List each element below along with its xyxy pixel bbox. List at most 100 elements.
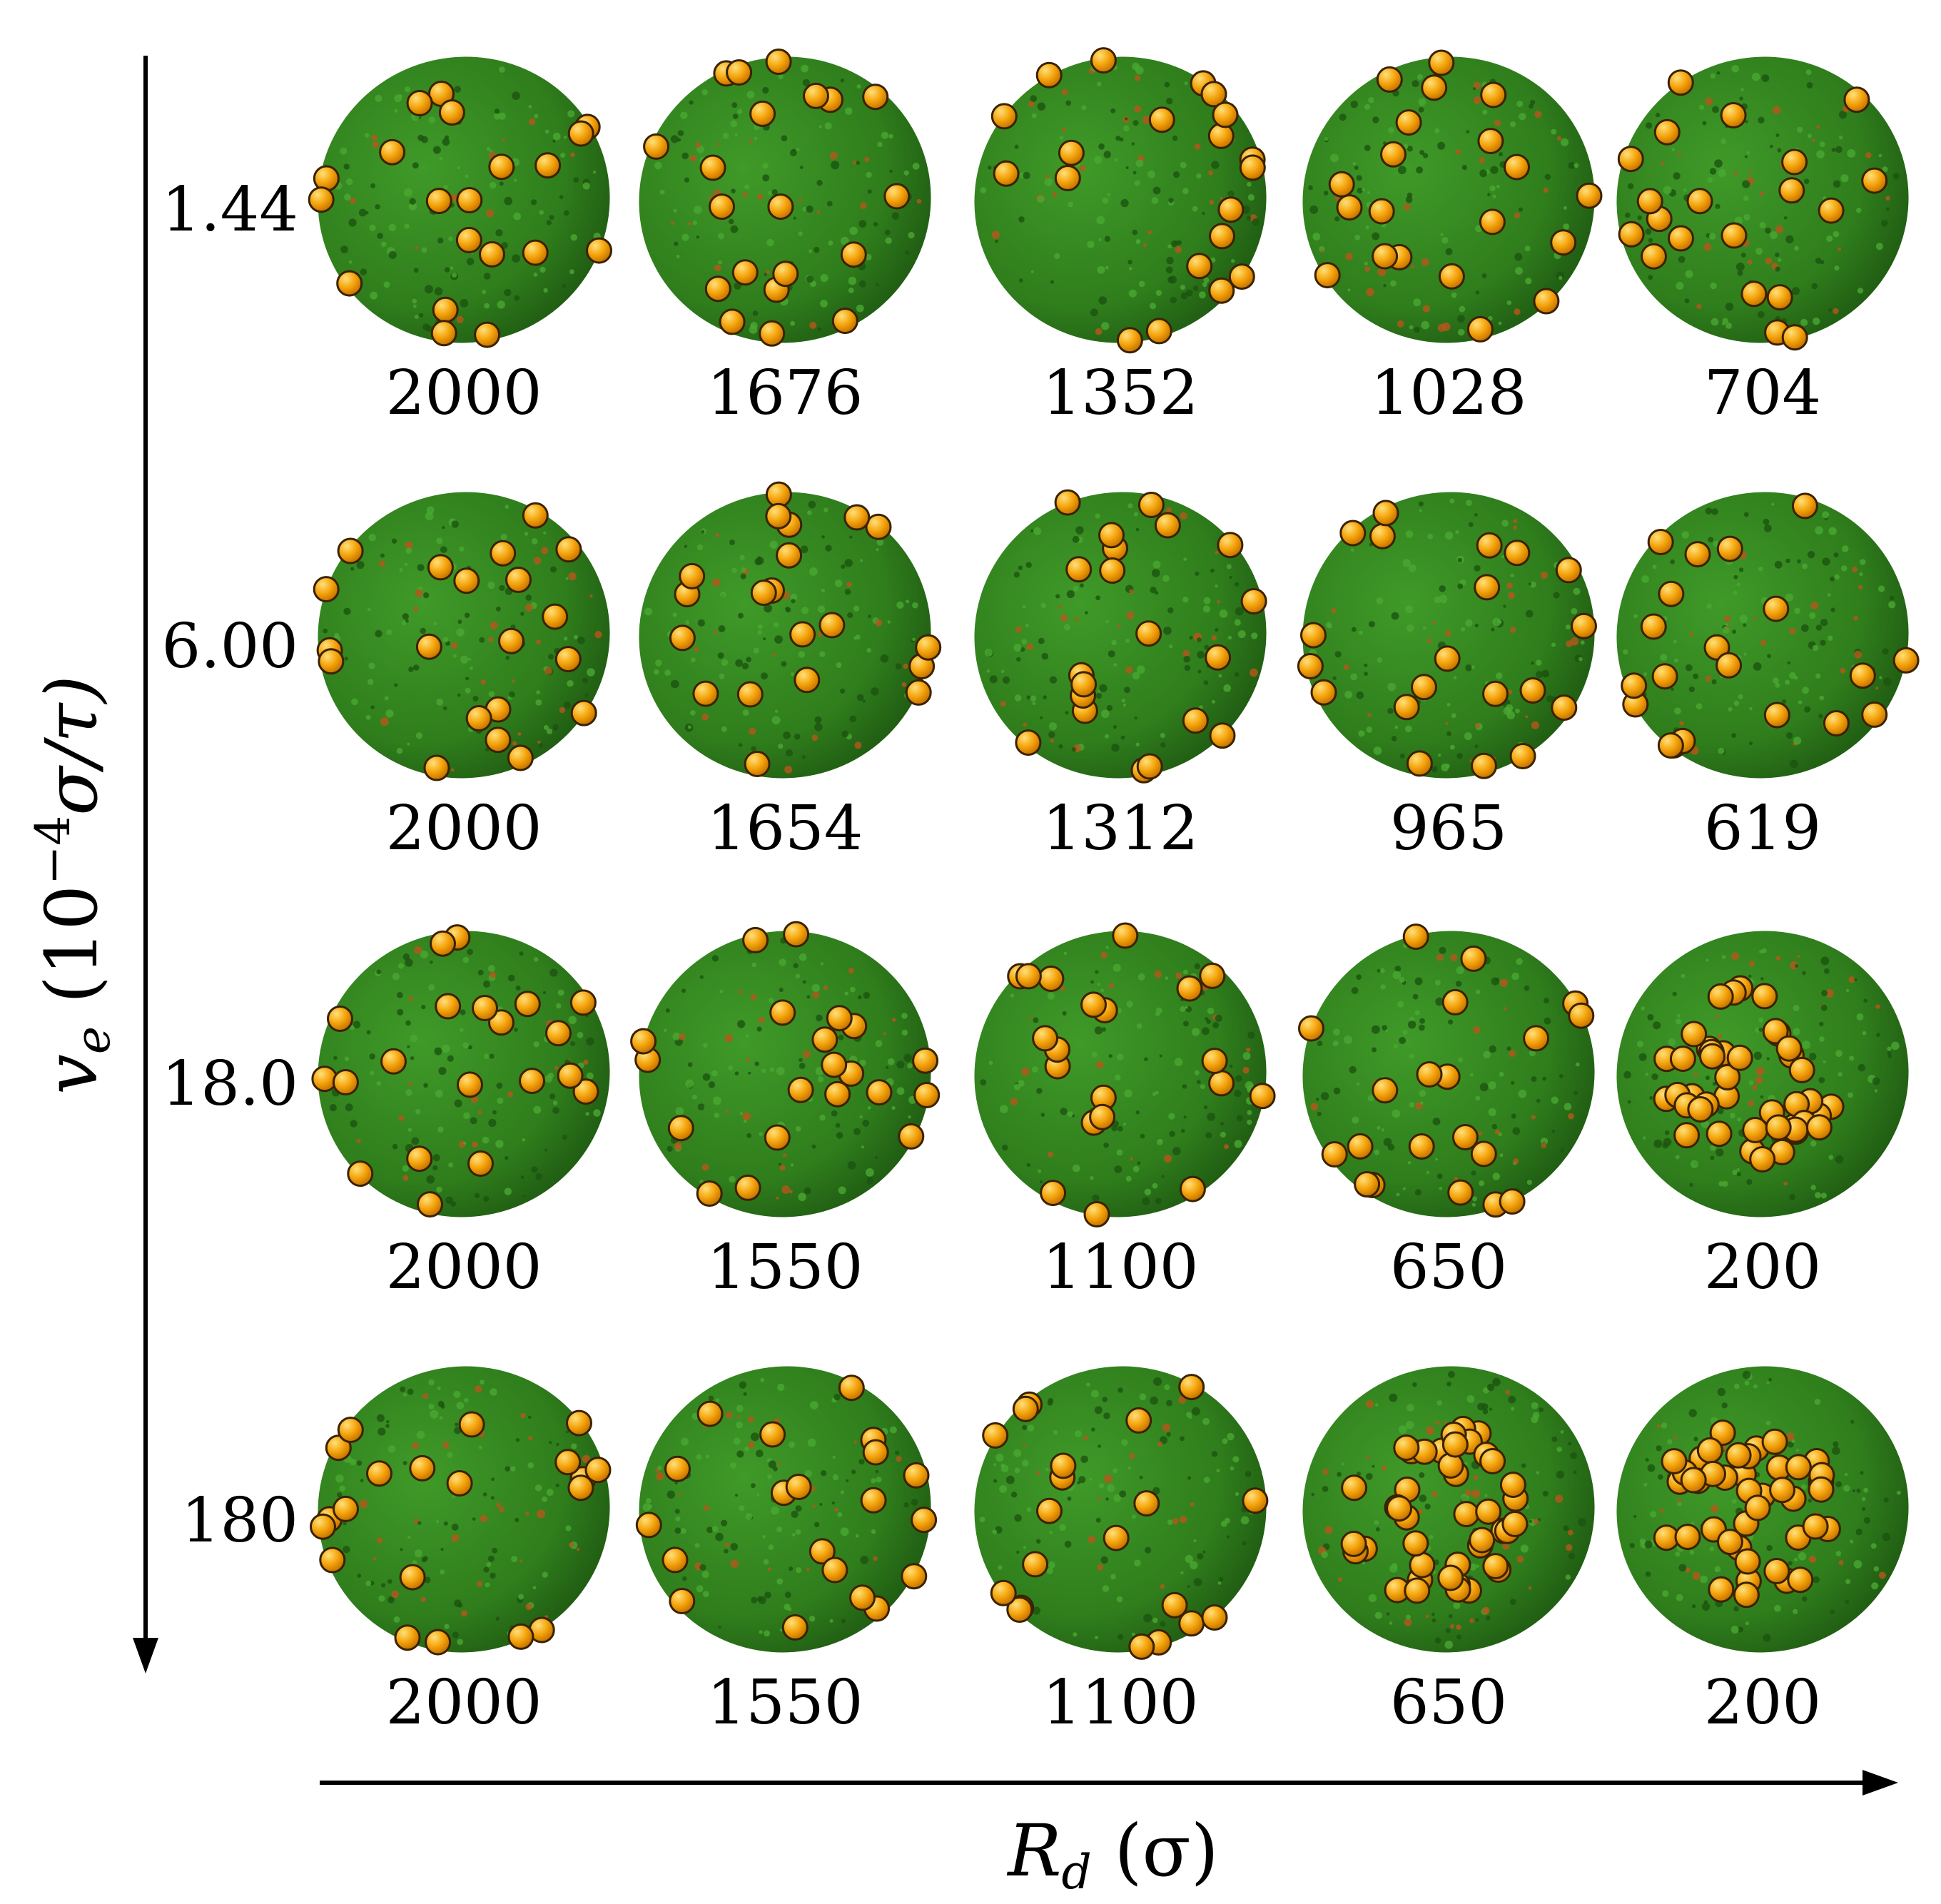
texture-speck <box>1113 725 1118 729</box>
texture-speck <box>1765 227 1771 234</box>
texture-speck <box>799 166 804 170</box>
nanoparticle <box>507 744 534 771</box>
nanoparticle <box>586 237 612 264</box>
texture-speck <box>1473 96 1481 104</box>
texture-speck <box>1418 98 1426 106</box>
texture-speck <box>459 546 465 552</box>
texture-speck <box>1766 1544 1773 1551</box>
texture-speck <box>1560 138 1569 146</box>
texture-speck <box>1197 637 1202 642</box>
texture-speck <box>1512 1127 1521 1135</box>
texture-speck <box>1374 1611 1382 1619</box>
texture-speck <box>1419 1018 1425 1024</box>
nanoparticle <box>1726 1044 1753 1071</box>
texture-speck <box>1118 1387 1123 1393</box>
texture-speck <box>687 222 691 226</box>
texture-speck <box>751 1596 758 1604</box>
texture-speck <box>756 1026 762 1032</box>
texture-speck <box>876 538 884 546</box>
nanoparticle <box>662 1546 689 1574</box>
texture-speck <box>1539 1407 1544 1412</box>
nanoparticle <box>1217 196 1245 223</box>
texture-speck <box>1194 1070 1200 1075</box>
nanoparticle <box>1763 702 1790 729</box>
texture-speck <box>1737 270 1743 276</box>
nanoparticle <box>1015 729 1042 756</box>
texture-speck <box>1560 1148 1564 1153</box>
texture-speck <box>734 133 738 136</box>
texture-speck <box>1769 231 1778 239</box>
texture-speck <box>492 1547 498 1554</box>
texture-speck <box>800 545 809 554</box>
texture-speck <box>1134 716 1137 720</box>
texture-speck <box>1192 206 1198 212</box>
texture-speck <box>1743 512 1749 517</box>
texture-speck <box>508 691 515 698</box>
texture-speck <box>881 131 888 139</box>
texture-speck <box>492 1110 497 1115</box>
texture-speck <box>886 1065 889 1070</box>
texture-speck <box>515 1517 520 1523</box>
texture-speck <box>1861 1507 1866 1511</box>
texture-speck <box>407 1045 410 1048</box>
texture-speck <box>816 1014 823 1022</box>
texture-speck <box>491 1477 495 1482</box>
nanoparticle <box>555 536 582 563</box>
nanoparticle <box>430 930 456 957</box>
texture-speck <box>744 1447 749 1452</box>
texture-speck <box>537 740 541 744</box>
texture-speck <box>436 698 443 706</box>
texture-speck <box>1860 559 1866 565</box>
texture-speck <box>817 327 821 332</box>
texture-speck <box>1489 185 1496 192</box>
texture-speck <box>860 202 867 209</box>
texture-speck <box>731 102 738 108</box>
texture-speck <box>1835 1481 1842 1488</box>
texture-speck <box>1774 1604 1781 1612</box>
texture-speck <box>1085 611 1088 614</box>
texture-speck <box>1127 260 1132 265</box>
texture-speck <box>1125 166 1129 169</box>
texture-speck <box>1234 672 1240 677</box>
rd-label-r2-c5: 619 <box>1704 793 1821 864</box>
texture-speck <box>1333 1087 1341 1095</box>
texture-speck <box>855 1534 859 1538</box>
texture-speck <box>1186 1412 1192 1418</box>
texture-speck <box>343 163 350 170</box>
texture-speck <box>1775 225 1783 233</box>
texture-speck <box>485 1582 490 1588</box>
texture-speck <box>1657 1424 1661 1428</box>
texture-speck <box>552 132 561 141</box>
texture-speck <box>1486 1383 1495 1392</box>
droplet-r1-c5 <box>1616 56 1909 351</box>
texture-speck <box>861 1145 864 1149</box>
texture-speck <box>1536 1471 1540 1474</box>
texture-speck <box>1246 216 1252 221</box>
nanoparticle <box>1239 154 1266 181</box>
texture-speck <box>1660 654 1668 662</box>
texture-speck <box>586 1072 594 1080</box>
texture-speck <box>460 299 469 308</box>
texture-speck <box>517 732 522 736</box>
texture-speck <box>470 1117 477 1125</box>
rd-label-r4-c1: 2000 <box>386 1667 542 1738</box>
texture-speck <box>1636 1040 1644 1048</box>
texture-speck <box>1388 127 1394 133</box>
texture-speck <box>1812 644 1819 652</box>
texture-speck <box>1771 502 1775 506</box>
texture-speck <box>542 991 547 995</box>
texture-speck <box>1215 550 1219 555</box>
nanoparticle <box>467 1150 494 1177</box>
texture-speck <box>1402 1187 1406 1190</box>
texture-speck <box>1887 1054 1892 1058</box>
texture-speck <box>1157 1200 1160 1203</box>
texture-speck <box>1478 1131 1483 1136</box>
nanoparticle <box>554 1449 582 1476</box>
texture-speck <box>1402 559 1411 567</box>
texture-speck <box>674 241 679 246</box>
nanoparticle <box>630 1028 657 1055</box>
texture-speck <box>1578 1518 1586 1526</box>
texture-speck <box>1820 619 1828 627</box>
texture-speck <box>1412 80 1419 88</box>
texture-speck <box>1698 105 1705 111</box>
